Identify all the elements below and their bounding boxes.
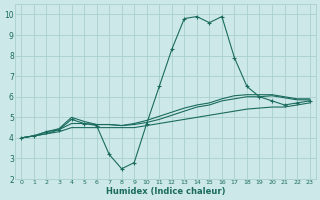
X-axis label: Humidex (Indice chaleur): Humidex (Indice chaleur) xyxy=(106,187,225,196)
